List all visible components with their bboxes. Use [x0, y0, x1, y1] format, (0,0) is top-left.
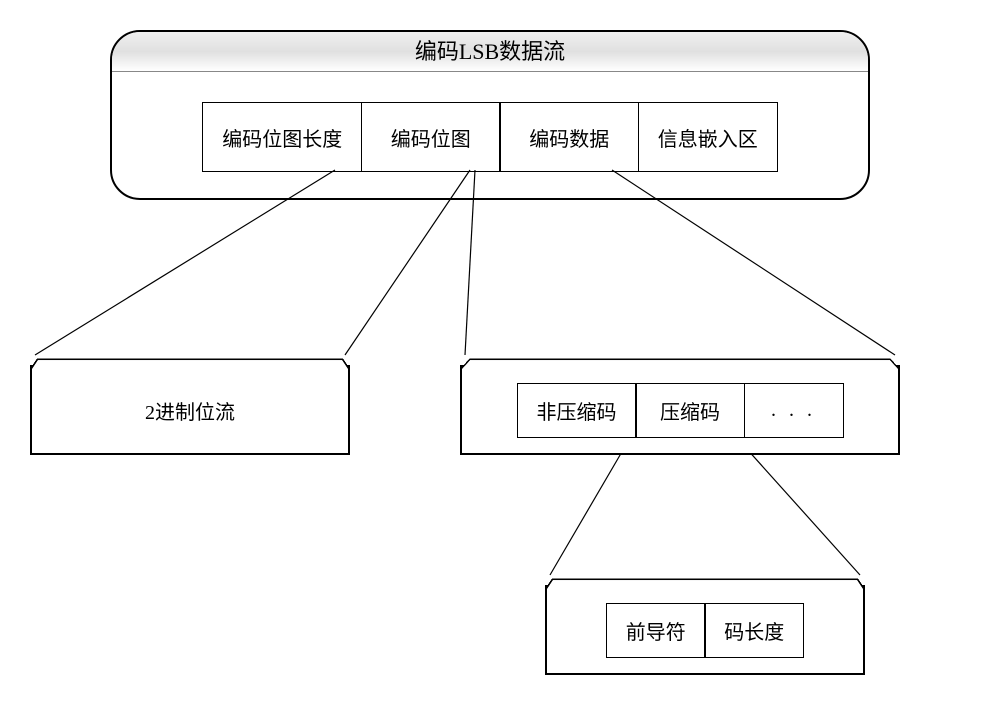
cell-preamble: 前导符 [606, 603, 706, 658]
top-container: 编码LSB数据流 编码位图长度 编码位图 编码数据 信息嵌入区 [110, 30, 870, 200]
cell-embed-area: 信息嵌入区 [638, 102, 778, 172]
bottom-cells-row: 前导符 码长度 [606, 603, 805, 658]
slab-compressed-detail: 前导符 码长度 [545, 585, 865, 675]
top-title: 编码LSB数据流 [112, 32, 868, 72]
cell-compressed: 压缩码 [635, 383, 745, 438]
cell-ellipsis: . . . [744, 383, 844, 438]
slab-encoded-data-detail: 非压缩码 压缩码 . . . [460, 365, 900, 455]
cell-bitmap: 编码位图 [361, 102, 501, 172]
cell-code-length: 码长度 [704, 603, 804, 658]
cell-uncompressed: 非压缩码 [517, 383, 637, 438]
label-binary-stream: 2进制位流 [145, 396, 235, 425]
cell-bitmap-length: 编码位图长度 [202, 102, 362, 172]
cell-encoded-data: 编码数据 [499, 102, 639, 172]
top-cells-row: 编码位图长度 编码位图 编码数据 信息嵌入区 [112, 72, 868, 200]
mid-cells-row: 非压缩码 压缩码 . . . [517, 383, 844, 438]
diagram-root: 编码LSB数据流 编码位图长度 编码位图 编码数据 信息嵌入区 2进制位流 非压… [30, 30, 970, 697]
slab-binary-stream: 2进制位流 [30, 365, 350, 455]
